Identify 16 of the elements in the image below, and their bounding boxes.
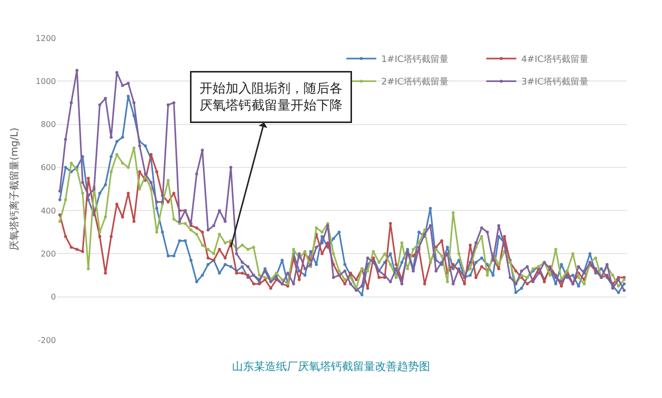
y-tick-label: 0: [50, 292, 56, 302]
y-tick-label: 200: [40, 250, 56, 259]
y-tick-label: 800: [40, 120, 56, 130]
annotation: 厌氧塔钙截留量开始下降: [200, 98, 342, 114]
legend-label: 3#IC塔钙截留量: [521, 76, 589, 88]
y-tick-label: 1200: [36, 34, 56, 43]
y-tick-label: 400: [40, 206, 56, 216]
legend-label: 2#IC塔钙截留量: [381, 76, 449, 88]
y-tick-label: -200: [38, 336, 56, 345]
y-tick-label: 1000: [36, 76, 56, 86]
y-axis-title: 厌氧塔钙离子截留量(mg/L): [8, 127, 21, 250]
text: 山东某造纸厂厌氧塔钙截留量改善趋势图: [232, 360, 430, 374]
annotation: 开始加入阻垢剂，随后各: [200, 80, 342, 96]
legend-label: 4#IC塔钙截留量: [521, 54, 589, 66]
legend-label: 1#IC塔钙截留量: [381, 54, 449, 66]
y-tick-label: 600: [40, 163, 56, 172]
